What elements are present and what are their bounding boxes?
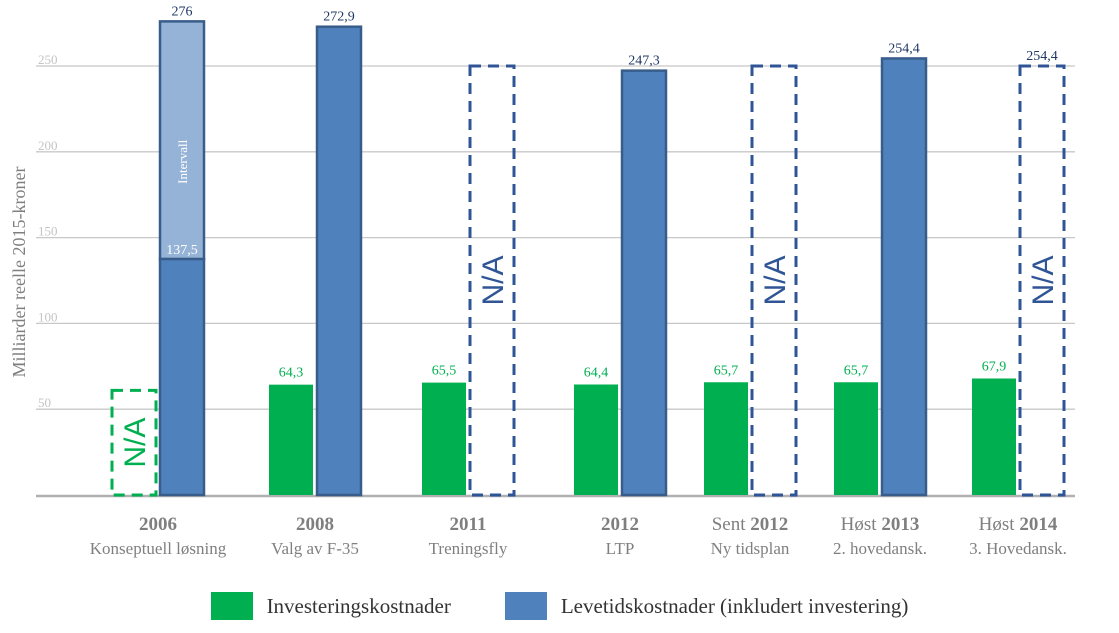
y-tick-label: 150 <box>38 224 58 239</box>
x-category-prefix: Høst <box>841 514 882 535</box>
investment-bar <box>704 382 748 495</box>
y-axis-label: Milliarder reelle 2015-kroner <box>9 167 29 378</box>
investment-value-label: 65,7 <box>714 363 739 378</box>
x-category-year: 2013 <box>881 514 919 535</box>
investment-value-label: 65,7 <box>844 363 869 378</box>
legend-swatch-lifetime <box>504 592 547 620</box>
investment-value-label: 67,9 <box>982 359 1007 374</box>
y-tick-label: 250 <box>38 52 58 67</box>
y-tick-label: 50 <box>38 395 51 410</box>
interval-text: Intervall <box>175 139 190 183</box>
investment-bar <box>269 384 313 495</box>
interval-low-label: 137,5 <box>166 243 198 258</box>
legend-label-lifetime: Levetidskostnader (inkludert investering… <box>560 593 909 618</box>
investment-na-box <box>110 388 158 497</box>
lifetime-na-box <box>1018 64 1066 497</box>
lifetime-bar <box>158 257 206 497</box>
x-category-label: 2012 <box>601 514 639 535</box>
x-category-label: Sent 2012 <box>712 514 789 535</box>
lifetime-value-label: 272,9 <box>323 10 355 25</box>
investment-bar <box>972 378 1016 495</box>
lifetime-bar <box>315 25 363 497</box>
x-category-prefix: Sent <box>712 514 751 535</box>
lifetime-na-box <box>750 64 798 497</box>
legend-swatch-investment <box>210 592 253 620</box>
investment-bar <box>574 384 618 495</box>
x-category-year: 2012 <box>750 514 788 535</box>
x-category-sublabel: Valg av F-35 <box>271 539 359 558</box>
legend-item-lifetime: Levetidskostnader (inkludert investering… <box>504 592 909 620</box>
legend: Investeringskostnader Levetidskostnader … <box>0 592 1119 620</box>
lifetime-value-label: 254,4 <box>1026 49 1058 64</box>
lifetime-na-box <box>468 64 516 497</box>
investment-value-label: 64,4 <box>584 365 609 380</box>
na-label: N/A <box>759 255 792 305</box>
x-category-sublabel: Treningsfly <box>429 539 508 558</box>
x-category-sublabel: 3. Hovedansk. <box>969 539 1067 558</box>
lifetime-value-label: 276 <box>172 4 193 19</box>
x-category-label: Høst 2013 <box>841 514 920 535</box>
x-category-label: Høst 2014 <box>979 514 1058 535</box>
x-category-sublabel: LTP <box>606 539 635 558</box>
x-category-year: 2006 <box>139 514 177 535</box>
legend-label-investment: Investeringskostnader <box>266 593 451 618</box>
x-category-label: 2008 <box>296 514 334 535</box>
investment-bar <box>422 382 466 495</box>
x-category-sublabel: Konseptuell løsning <box>90 539 227 558</box>
x-category-year: 2011 <box>450 514 487 535</box>
na-label: N/A <box>477 255 510 305</box>
x-category-year: 2012 <box>601 514 639 535</box>
x-category-year: 2008 <box>296 514 334 535</box>
na-label: N/A <box>1027 255 1060 305</box>
na-label: N/A <box>119 418 152 468</box>
investment-bar <box>834 382 878 495</box>
x-category-label: 2011 <box>450 514 487 535</box>
investment-value-label: 64,3 <box>279 366 304 381</box>
x-category-sublabel: Ny tidsplan <box>711 539 790 558</box>
bar-chart: 50 100 150 200 250 Milliarder reelle 2015-kro… <box>9 4 1075 558</box>
lifetime-value-label: 254,4 <box>888 41 920 56</box>
lifetime-bar <box>620 69 668 497</box>
y-tick-label: 200 <box>38 138 58 153</box>
x-category-year: 2014 <box>1019 514 1058 535</box>
legend-item-investment: Investeringskostnader <box>210 592 451 620</box>
lifetime-bar <box>880 57 928 497</box>
x-category-prefix: Høst <box>979 514 1020 535</box>
y-tick-label: 100 <box>38 309 58 324</box>
lifetime-value-label: 247,3 <box>628 54 660 69</box>
x-category-label: 2006 <box>139 514 177 535</box>
x-category-sublabel: 2. hovedansk. <box>833 539 927 558</box>
investment-value-label: 65,5 <box>432 364 457 379</box>
